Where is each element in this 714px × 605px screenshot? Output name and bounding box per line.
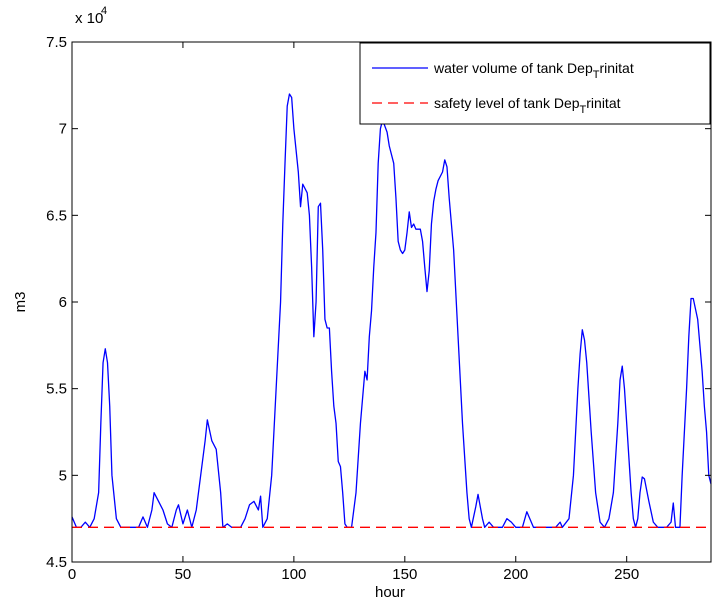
y-axis-ticks: 4.5 5 5.5 6 6.5 7 7.5 xyxy=(46,34,711,571)
y-tick-label: 6.5 xyxy=(46,207,67,224)
x-tick-label: 250 xyxy=(614,566,639,583)
legend-label-water-volume: water volume of tank DepTrinitat xyxy=(433,60,634,81)
legend-label-subscript: T xyxy=(580,104,587,116)
data-series-group xyxy=(71,93,712,528)
legend-label-main: safety level of tank Dep xyxy=(434,95,580,111)
legend-box xyxy=(359,42,711,125)
y-tick-label: 7 xyxy=(59,121,67,138)
series-line-0 xyxy=(71,93,712,528)
x-tick-label: 50 xyxy=(175,566,192,583)
y-exponent-base: x 10 xyxy=(75,10,103,27)
y-exponent-power: 4 xyxy=(101,5,107,17)
y-tick-label: 4.5 xyxy=(46,554,67,571)
legend-label-main: water volume of tank Dep xyxy=(433,60,593,76)
legend-label-subscript: T xyxy=(593,69,600,81)
x-tick-label: 100 xyxy=(281,566,306,583)
legend-label-safety-level: safety level of tank DepTrinitat xyxy=(434,95,621,116)
legend-label-tail: rinitat xyxy=(586,95,620,111)
x-axis-title: hour xyxy=(375,584,405,601)
y-tick-label: 5.5 xyxy=(46,381,67,398)
y-tick-label: 7.5 xyxy=(46,34,67,51)
legend-label-tail: rinitat xyxy=(599,60,633,76)
x-tick-label: 0 xyxy=(68,566,76,583)
x-tick-label: 200 xyxy=(503,566,528,583)
x-tick-label: 150 xyxy=(392,566,417,583)
legend: water volume of tank DepTrinitat safety … xyxy=(359,42,711,125)
y-tick-label: 5 xyxy=(59,467,67,484)
plot-area xyxy=(72,42,711,562)
y-tick-label: 6 xyxy=(59,294,67,311)
y-axis-title: m3 xyxy=(12,292,29,313)
x-axis-ticks: 0 50 100 150 200 250 xyxy=(68,42,639,583)
